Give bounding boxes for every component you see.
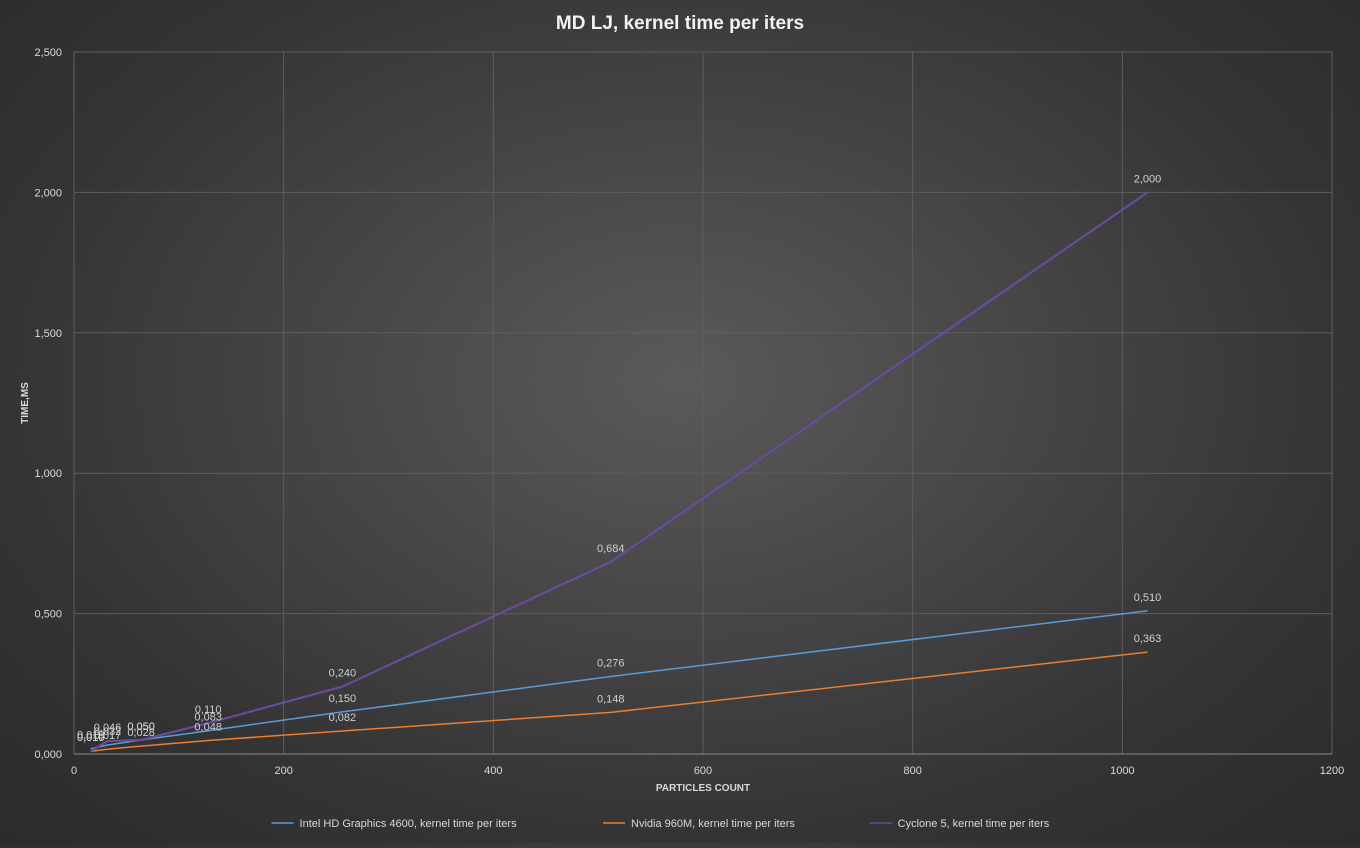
y-tick-label: 1,500 bbox=[34, 328, 62, 340]
data-label: 0,050 bbox=[127, 721, 155, 733]
data-label: 0,148 bbox=[597, 693, 625, 705]
y-tick-label: 1,000 bbox=[34, 468, 62, 480]
data-label: 2,000 bbox=[1134, 173, 1162, 185]
series-line bbox=[90, 651, 1148, 752]
series-lines bbox=[90, 191, 1149, 753]
series-line bbox=[90, 191, 1149, 753]
y-tick-label: 2,500 bbox=[34, 47, 62, 59]
y-tick-label: 0,000 bbox=[34, 749, 62, 761]
y-tick-label: 2,000 bbox=[34, 187, 62, 199]
data-label: 0,017 bbox=[94, 730, 122, 742]
legend: Intel HD Graphics 4600, kernel time per … bbox=[271, 818, 1050, 830]
data-label: 0,010 bbox=[77, 732, 105, 744]
data-label: 0,684 bbox=[597, 543, 625, 555]
x-tick-label: 1000 bbox=[1110, 765, 1134, 777]
legend-label: Nvidia 960M, kernel time per iters bbox=[631, 818, 795, 830]
legend-label: Intel HD Graphics 4600, kernel time per … bbox=[300, 818, 518, 830]
x-tick-label: 200 bbox=[274, 765, 292, 777]
data-label: 0,082 bbox=[329, 712, 357, 724]
x-tick-label: 600 bbox=[694, 765, 712, 777]
legend-label: Cyclone 5, kernel time per iters bbox=[898, 818, 1050, 830]
data-label: 0,510 bbox=[1134, 592, 1162, 604]
x-tick-label: 0 bbox=[71, 765, 77, 777]
data-label: 0,048 bbox=[194, 722, 222, 734]
data-label: 0,150 bbox=[329, 693, 357, 705]
legend-item: Intel HD Graphics 4600, kernel time per … bbox=[271, 818, 518, 830]
data-label: 0,363 bbox=[1134, 633, 1162, 645]
x-tick-label: 1200 bbox=[1320, 765, 1344, 777]
axes: 0 200 400 600 800 1000 1200 0,000 0,500 1,000 1,50… bbox=[34, 47, 1344, 777]
legend-item: Cyclone 5, kernel time per iters bbox=[869, 818, 1050, 830]
data-label: 0,032 bbox=[94, 726, 122, 738]
data-label: 0,046 bbox=[94, 722, 122, 734]
data-label: 0,028 bbox=[127, 727, 155, 739]
series-line bbox=[90, 610, 1148, 750]
data-label: 0,276 bbox=[597, 657, 625, 669]
x-tick-label: 400 bbox=[484, 765, 502, 777]
data-label: 0,050 bbox=[127, 721, 155, 733]
data-label: 0,110 bbox=[195, 704, 222, 716]
y-tick-label: 0,500 bbox=[34, 609, 62, 621]
legend-item: Nvidia 960M, kernel time per iters bbox=[603, 818, 795, 830]
data-label: 0,010 bbox=[77, 732, 105, 744]
data-label: 0,083 bbox=[194, 712, 222, 724]
data-label: 0,240 bbox=[329, 668, 357, 680]
y-axis-title: TIME,MS bbox=[20, 382, 31, 424]
x-axis-title: PARTICLES COUNT bbox=[656, 783, 750, 794]
data-label: 0,019 bbox=[77, 730, 105, 742]
gridlines bbox=[73, 51, 1333, 755]
x-tick-label: 800 bbox=[903, 765, 921, 777]
chart-title: MD LJ, kernel time per iters bbox=[556, 13, 804, 34]
